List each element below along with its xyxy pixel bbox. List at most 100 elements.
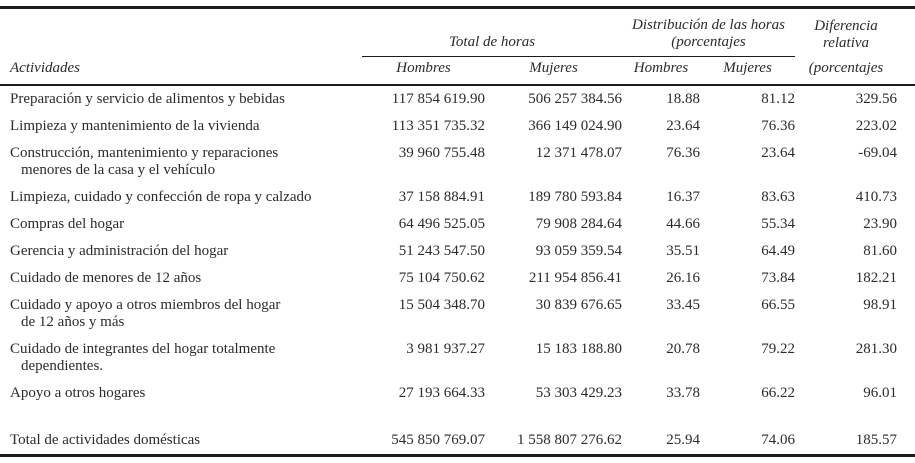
subheader-porcentajes-diferencia: (porcentajes	[808, 60, 884, 76]
cell-hombres-pct: 35.51	[666, 243, 701, 259]
cell-hombres-pct: 25.94	[666, 432, 701, 448]
table-body: Preparación y servicio de alimentos y be…	[0, 85, 915, 456]
cell-hombres-total: 117 854 619.90	[391, 91, 485, 107]
cell-mujeres-pct: 79.22	[761, 341, 796, 357]
activity-line1: Cuidado de menores de 12 años	[10, 270, 202, 286]
cell-hombres-total: 39 960 755.48	[398, 145, 485, 161]
table-row: Cuidado de integrantes del hogar totalme…	[0, 336, 915, 380]
cell-mujeres-total: 30 839 676.65	[535, 297, 623, 313]
cell-diferencia: 182.21	[855, 270, 898, 286]
cell-diferencia: 81.60	[863, 243, 898, 259]
sub-header-row: Hombres Mujeres Hombres Mujeres (porcent…	[0, 57, 915, 86]
subheader-hombres-total: Hombres	[396, 60, 451, 76]
cell-hombres-total: 15 504 348.70	[398, 297, 485, 313]
cell-hombres-pct: 44.66	[666, 216, 701, 232]
spacer-row	[0, 407, 915, 427]
cell-mujeres-total: 211 954 856.41	[528, 270, 623, 286]
table-row: Construcción, mantenimiento y reparacion…	[0, 140, 915, 184]
cell-activity: Gerencia y administración del hogar	[0, 238, 362, 265]
spacer-cell	[0, 407, 915, 427]
cell-hombres-pct: 18.88	[666, 91, 701, 107]
cell-mujeres-total: 506 257 384.56	[528, 91, 623, 107]
subheader-hombres-pct: Hombres	[633, 60, 689, 76]
cell-mujeres-pct: 55.34	[761, 216, 796, 232]
activity-line1: Construcción, mantenimiento y reparacion…	[10, 145, 279, 161]
cell-mujeres-total: 366 149 024.90	[528, 118, 623, 134]
group-header-distribucion: Distribución de las horas (porcentajes	[622, 7, 796, 57]
group-header-total-label: Total de horas	[448, 34, 536, 50]
cell-diferencia: 410.73	[855, 189, 898, 205]
cell-hombres-total: 51 243 547.50	[398, 243, 485, 259]
cell-diferencia: 223.02	[855, 118, 898, 134]
cell-mujeres-total: 53 303 429.23	[535, 385, 623, 401]
cell-activity: Apoyo a otros hogares	[0, 380, 362, 407]
col-header-diferencia-line2: relativa	[822, 34, 870, 51]
activity-line1: Gerencia y administración del hogar	[10, 243, 229, 259]
cell-hombres-pct: 33.45	[666, 297, 701, 313]
cell-mujeres-pct: 66.55	[761, 297, 796, 313]
cell-mujeres-pct: 23.64	[761, 145, 796, 161]
total-label: Total de actividades domésticas	[10, 432, 201, 448]
col-header-diferencia: Diferencia relativa	[795, 8, 915, 57]
total-row: Total de actividades domésticas 545 850 …	[0, 427, 915, 456]
cell-mujeres-pct: 81.12	[761, 91, 796, 107]
activity-line2: de 12 años y más	[21, 314, 125, 330]
activity-line1: Cuidado de integrantes del hogar totalme…	[10, 341, 276, 357]
cell-diferencia: 329.56	[855, 91, 898, 107]
cell-mujeres-total: 93 059 359.54	[535, 243, 623, 259]
cell-diferencia: 281.30	[855, 341, 898, 357]
cell-activity: Cuidado de integrantes del hogar totalme…	[0, 336, 362, 380]
cell-activity: Construcción, mantenimiento y reparacion…	[0, 140, 362, 184]
group-header-row: Actividades Total de horas Distribución …	[0, 7, 915, 76]
cell-activity: Cuidado y apoyo a otros miembros del hog…	[0, 292, 362, 336]
table-row: Apoyo a otros hogares 27 193 664.33 53 3…	[0, 380, 915, 407]
group-header-total-de-horas: Total de horas	[362, 7, 623, 57]
cell-hombres-total: 64 496 525.05	[398, 216, 485, 232]
cell-hombres-total: 3 981 937.27	[406, 341, 485, 357]
cell-diferencia: 185.57	[855, 432, 898, 448]
group-header-distribucion-line1: Distribución de las horas	[632, 17, 785, 33]
table-row: Limpieza, cuidado y confección de ropa y…	[0, 184, 915, 211]
activity-line2: dependientes.	[21, 358, 104, 374]
cell-hombres-pct: 23.64	[666, 118, 701, 134]
cell-hombres-pct: 26.16	[666, 270, 701, 286]
cell-mujeres-pct: 66.22	[761, 385, 796, 401]
cell-activity: Cuidado de menores de 12 años	[0, 265, 362, 292]
cell-activity: Preparación y servicio de alimentos y be…	[0, 85, 362, 113]
table-row: Compras del hogar 64 496 525.05 79 908 2…	[0, 211, 915, 238]
cell-diferencia: 98.91	[863, 297, 898, 313]
cell-hombres-total: 545 850 769.07	[391, 432, 485, 448]
cell-diferencia: 23.90	[863, 216, 898, 232]
cell-hombres-pct: 16.37	[666, 189, 701, 205]
activity-line2: menores de la casa y el vehículo	[21, 162, 216, 178]
activity-line1: Limpieza, cuidado y confección de ropa y…	[10, 189, 312, 205]
activity-line1: Compras del hogar	[10, 216, 125, 232]
cell-mujeres-total: 189 780 593.84	[528, 189, 623, 205]
cell-hombres-total: 113 351 735.32	[391, 118, 485, 134]
cell-diferencia: 96.01	[863, 385, 898, 401]
table-header: Actividades Total de horas Distribución …	[0, 7, 915, 86]
cell-mujeres-total: 79 908 284.64	[535, 216, 623, 232]
cell-activity-total: Total de actividades domésticas	[0, 427, 362, 456]
activity-line1: Cuidado y apoyo a otros miembros del hog…	[10, 297, 281, 313]
cell-mujeres-total: 15 183 188.80	[535, 341, 623, 357]
cell-mujeres-pct: 74.06	[761, 432, 796, 448]
cell-mujeres-pct: 76.36	[761, 118, 796, 134]
cell-mujeres-pct: 73.84	[761, 270, 796, 286]
cell-mujeres-pct: 64.49	[761, 243, 796, 259]
cell-hombres-total: 37 158 884.91	[398, 189, 485, 205]
cell-diferencia: -69.04	[858, 145, 898, 161]
cell-activity: Compras del hogar	[0, 211, 362, 238]
activity-line1: Apoyo a otros hogares	[10, 385, 146, 401]
activity-line1: Preparación y servicio de alimentos y be…	[10, 91, 285, 107]
group-header-distribucion-line2: (porcentajes	[671, 34, 746, 50]
table-row: Cuidado de menores de 12 años 75 104 750…	[0, 265, 915, 292]
cell-hombres-pct: 20.78	[666, 341, 701, 357]
col-header-actividades: Actividades	[10, 60, 80, 76]
cell-hombres-pct: 33.78	[666, 385, 701, 401]
table-row: Limpieza y mantenimiento de la vivienda …	[0, 113, 915, 140]
activities-table: Actividades Total de horas Distribución …	[0, 6, 915, 457]
cell-mujeres-total: 1 558 807 276.62	[517, 432, 623, 448]
col-header-diferencia-line1: Diferencia	[814, 17, 878, 34]
